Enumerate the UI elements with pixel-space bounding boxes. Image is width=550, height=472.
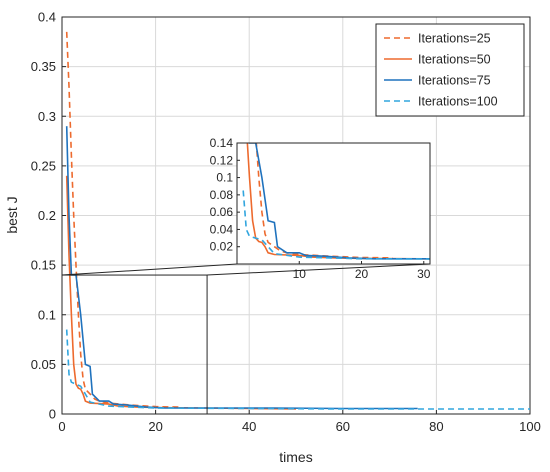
inset-y-tick-label: 0.06 <box>210 205 234 219</box>
inset-y-tick-label: 0.12 <box>210 153 234 167</box>
inset-y-tick-label: 0.02 <box>210 240 234 254</box>
zoom-indicator <box>61 263 431 415</box>
inset-y-tick-label: 0.14 <box>210 136 234 150</box>
x-axis-label: times <box>279 449 312 465</box>
inset-y-tick-label: 0.04 <box>210 222 234 236</box>
x-tick-label: 100 <box>519 419 541 434</box>
inset-series <box>242 143 430 260</box>
y-axis-label: best J <box>4 196 20 233</box>
inset-x-tick-label: 30 <box>417 267 431 281</box>
inset-frame <box>236 142 431 265</box>
legend: Iterations=25 Iterations=50 Iterations=75 I… <box>375 23 525 117</box>
main-axis-ticks: 0 20 40 60 80 100 0 0.05 0.1 0.15 0.2 0.25 0.3 0.35 0.… <box>31 10 541 435</box>
legend-label: Iterations=50 <box>418 53 491 67</box>
series-line-1 <box>65 31 180 408</box>
x-tick-label: 80 <box>429 419 443 434</box>
legend-label: Iterations=100 <box>418 95 498 109</box>
x-tick-label: 0 <box>58 419 65 434</box>
series-line-4 <box>65 329 530 410</box>
y-tick-label: 0.4 <box>38 10 56 25</box>
x-tick-label: 40 <box>242 419 256 434</box>
inset-series-line-3 <box>248 143 430 260</box>
inset-axis-ticks: 10 20 30 0.02 0.04 0.06 0.08 0.1 0.12 0.14 <box>210 136 431 281</box>
zoom-connector-line <box>207 263 431 276</box>
zoom-connector-line <box>61 263 238 276</box>
y-tick-label: 0.05 <box>31 357 56 372</box>
y-tick-label: 0 <box>49 407 56 422</box>
y-tick-label: 0.35 <box>31 59 56 74</box>
y-tick-label: 0.25 <box>31 158 56 173</box>
inset-x-tick-label: 20 <box>355 267 369 281</box>
legend-label: Iterations=25 <box>418 32 491 46</box>
legend-label: Iterations=75 <box>418 74 491 88</box>
y-tick-label: 0.2 <box>38 208 56 223</box>
legend-box <box>375 23 525 117</box>
y-tick-label: 0.15 <box>31 258 56 273</box>
zoom-region-box <box>61 274 208 415</box>
inset-x-tick-label: 10 <box>293 267 307 281</box>
inset-y-tick-label: 0.08 <box>210 188 234 202</box>
inset-series-line-4 <box>242 190 430 260</box>
y-tick-label: 0.3 <box>38 109 56 124</box>
y-tick-label: 0.1 <box>38 307 56 322</box>
x-tick-label: 20 <box>148 419 162 434</box>
inset-y-tick-label: 0.1 <box>216 171 233 185</box>
x-tick-label: 60 <box>336 419 350 434</box>
